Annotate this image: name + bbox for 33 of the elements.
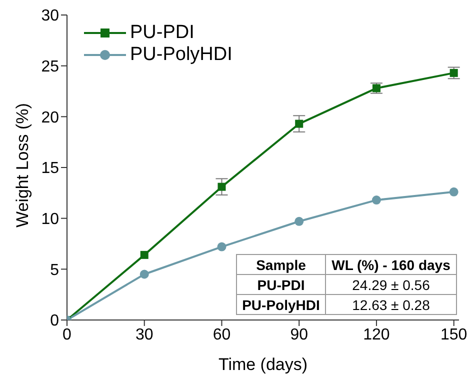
x-tick-label: 120 bbox=[363, 326, 390, 344]
annotation: 24.29 ± 0.56 bbox=[326, 274, 456, 294]
annotation: 12.63 ± 0.28 bbox=[326, 294, 456, 314]
point bbox=[218, 182, 226, 191]
y-tick-label: 30 bbox=[41, 8, 60, 25]
x-tick-label: 150 bbox=[440, 326, 468, 344]
point bbox=[217, 242, 226, 252]
legend-label: PU-PolyHDI bbox=[130, 44, 232, 66]
point bbox=[295, 120, 304, 128]
point bbox=[140, 250, 148, 259]
point bbox=[140, 270, 149, 279]
point bbox=[449, 187, 458, 196]
y-tick-label: 0 bbox=[50, 312, 60, 330]
legend-label: PU-PDI bbox=[130, 22, 194, 44]
x-tick-label: 30 bbox=[135, 326, 154, 344]
annotation: Sample bbox=[236, 254, 326, 274]
y-axis-title: Weight Loss (%) bbox=[13, 103, 32, 228]
x-axis-title: Time (days) bbox=[218, 355, 308, 374]
point bbox=[450, 68, 458, 77]
y-tick-label: 10 bbox=[41, 211, 60, 228]
x-tick-label: 90 bbox=[290, 326, 308, 344]
point bbox=[372, 84, 380, 92]
annotation: WL (%) - 160 days bbox=[326, 254, 456, 274]
y-tick-label: 25 bbox=[41, 58, 60, 76]
y-tick-label: 5 bbox=[50, 262, 60, 279]
x-tick-label: 0 bbox=[62, 326, 72, 344]
y-tick-label: 15 bbox=[41, 160, 60, 178]
point bbox=[372, 196, 381, 205]
x-tick-label: 60 bbox=[212, 326, 231, 344]
annotation: PU-PDI bbox=[236, 274, 326, 294]
point bbox=[294, 216, 304, 226]
annotation: PU-PolyHDI bbox=[236, 294, 326, 314]
y-tick-label: 20 bbox=[41, 109, 60, 126]
